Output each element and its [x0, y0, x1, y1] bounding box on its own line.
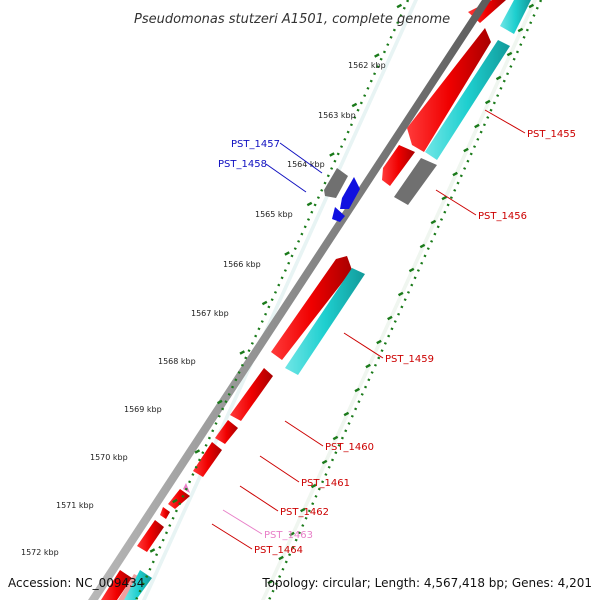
gene-pst-1459-cyan[interactable]: [285, 268, 365, 375]
frame-mark: [463, 147, 469, 153]
frame-mark: [354, 387, 360, 393]
gene-pst-1455b[interactable]: [382, 145, 415, 186]
kbp-tick-track: [134, 0, 410, 600]
map-title: Pseudomonas stutzeri A1501, complete gen…: [134, 12, 450, 27]
frame-mark: [419, 243, 426, 249]
frame-mark: [387, 315, 393, 321]
frame-mark: [441, 195, 448, 201]
kbp-tick-mark: [261, 300, 268, 306]
tick-label: 1570 kbp: [90, 453, 128, 462]
gene-pst-1456[interactable]: [394, 158, 437, 205]
frame-mark: [484, 99, 491, 105]
gene-label-pst-1458[interactable]: PST_1458: [218, 159, 267, 170]
gene-pst-1458b[interactable]: [332, 207, 345, 222]
kbp-tick-mark: [374, 53, 380, 58]
frame-mark: [397, 291, 404, 297]
kbp-tick-mark: [329, 152, 335, 157]
frame-mark: [332, 435, 339, 441]
genome-backbone: [88, 0, 491, 600]
gene-pst-1461[interactable]: [193, 442, 222, 477]
frame-mark: [321, 459, 328, 465]
gene-label-pst-1462[interactable]: PST_1462: [280, 507, 329, 518]
frame-mark: [310, 483, 317, 489]
kbp-tick-mark: [239, 350, 245, 355]
kbp-dotted-line: [134, 0, 410, 600]
kbp-tick-mark: [351, 102, 358, 108]
tick-label: 1567 kbp: [191, 309, 229, 318]
gene-label-pst-1457[interactable]: PST_1457: [231, 139, 280, 150]
gene-pst-1465[interactable]: [101, 570, 132, 600]
frame-mark: [343, 411, 350, 417]
gene-pst-1460[interactable]: [230, 368, 273, 421]
gene-pst-1463[interactable]: [183, 483, 190, 493]
frame-mark: [506, 51, 513, 57]
gene-pst-1454-cyan[interactable]: [500, 0, 531, 34]
kbp-labels: 1562 kbp 1563 kbp 1564 kbp 1565 kbp 1566…: [21, 61, 386, 557]
frame-mark: [430, 219, 437, 225]
accession-text: Accession: NC_009434: [8, 576, 144, 590]
kbp-tick-mark: [306, 201, 313, 207]
gene-pst-1462[interactable]: [168, 489, 190, 509]
gene-pst-1462b[interactable]: [160, 507, 170, 519]
gene-labels: PST_1455 PST_1456 PST_1457 PST_1458 PST_…: [218, 129, 576, 556]
gene-pst-1464[interactable]: [137, 520, 164, 552]
gene-label-pst-1459[interactable]: PST_1459: [385, 354, 434, 365]
frame-mark: [300, 507, 306, 513]
tick-label: 1572 kbp: [21, 548, 59, 557]
kbp-tick-mark: [172, 498, 178, 504]
frame-marks: [267, 0, 543, 600]
frame-mark: [365, 363, 371, 369]
kbp-tick-mark: [396, 3, 403, 9]
tick-label: 1564 kbp: [287, 160, 325, 169]
frame-mark: [495, 75, 502, 81]
frame-mark: [278, 555, 284, 561]
gene-pst-1466-cyan[interactable]: [124, 570, 152, 600]
frame-mark: [474, 123, 480, 129]
topology-text: Topology: circular; Length: 4,567,418 bp…: [261, 576, 592, 590]
tick-label: 1569 kbp: [124, 405, 162, 414]
frame-mark: [517, 27, 524, 33]
frame-mark: [408, 267, 415, 273]
label-leaders: [211, 109, 526, 550]
tick-label: 1568 kbp: [158, 357, 196, 366]
gene-label-pst-1463[interactable]: PST_1463: [264, 530, 313, 541]
gene-pst-1455-cyan[interactable]: [425, 40, 510, 160]
frame-mark: [528, 3, 535, 9]
kbp-tick-mark: [194, 449, 201, 454]
gene-label-pst-1461[interactable]: PST_1461: [301, 478, 350, 489]
gene-pst-1458[interactable]: [340, 177, 360, 209]
tick-label: 1563 kbp: [318, 111, 356, 120]
gene-pst-1459[interactable]: [271, 256, 352, 360]
gene-pst-1455[interactable]: [407, 28, 491, 152]
frame-mark: [376, 339, 382, 345]
gene-label-pst-1460[interactable]: PST_1460: [325, 442, 374, 453]
gene-label-pst-1455[interactable]: PST_1455: [527, 129, 576, 140]
forward-strand-track: [271, 0, 531, 375]
frame-mark: [267, 579, 273, 585]
kbp-tick-mark: [284, 251, 290, 256]
tick-label: 1562 kbp: [348, 61, 386, 70]
frame-mark: [452, 171, 458, 177]
gene-pst-1457[interactable]: [324, 168, 348, 198]
kbp-tick-mark: [216, 399, 223, 405]
gene-pst-1460b[interactable]: [215, 420, 238, 444]
frame-dotted-line: [267, 0, 543, 600]
gene-label-pst-1464[interactable]: PST_1464: [254, 545, 303, 556]
tick-label: 1565 kbp: [255, 210, 293, 219]
kbp-tick-mark: [149, 548, 156, 553]
tick-label: 1571 kbp: [56, 501, 94, 510]
gene-label-pst-1456[interactable]: PST_1456: [478, 211, 527, 222]
reverse-strand-track: [101, 168, 360, 600]
tick-label: 1566 kbp: [223, 260, 261, 269]
frame-mark: [289, 531, 295, 537]
